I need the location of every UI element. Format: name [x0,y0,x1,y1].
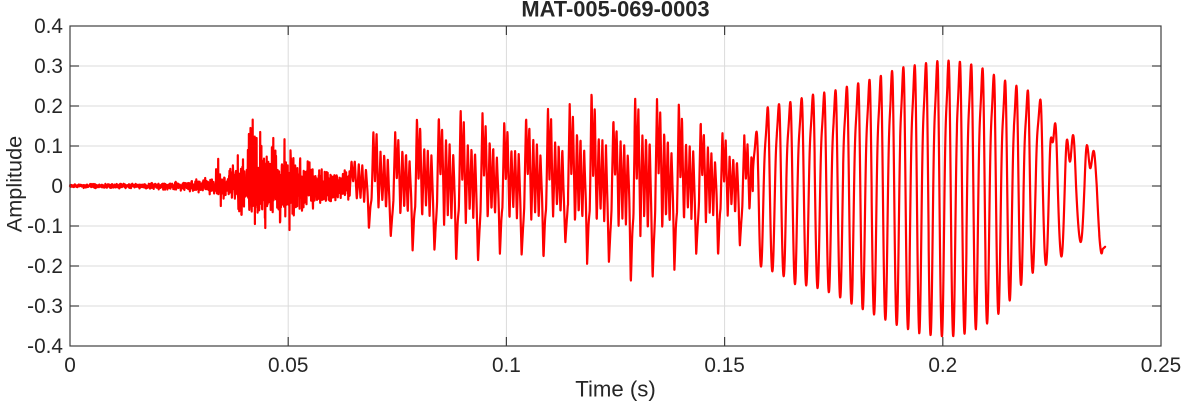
svg-text:0: 0 [51,175,63,198]
svg-text:0.25: 0.25 [1141,354,1181,377]
svg-text:0.3: 0.3 [34,55,63,78]
svg-text:0.2: 0.2 [928,354,957,377]
svg-text:Amplitude: Amplitude [2,136,27,232]
svg-text:-0.2: -0.2 [27,255,63,278]
svg-text:Time (s): Time (s) [575,377,656,402]
svg-text:-0.4: -0.4 [27,335,63,358]
svg-text:0.4: 0.4 [34,15,63,38]
svg-text:0.2: 0.2 [34,95,63,118]
svg-text:0: 0 [64,354,76,377]
svg-text:0.1: 0.1 [34,135,63,158]
svg-text:0.1: 0.1 [492,354,521,377]
svg-text:MAT-005-069-0003: MAT-005-069-0003 [521,0,709,22]
svg-text:0.05: 0.05 [268,354,308,377]
svg-text:0.15: 0.15 [704,354,744,377]
svg-text:-0.1: -0.1 [27,215,63,238]
svg-text:-0.3: -0.3 [27,295,63,318]
